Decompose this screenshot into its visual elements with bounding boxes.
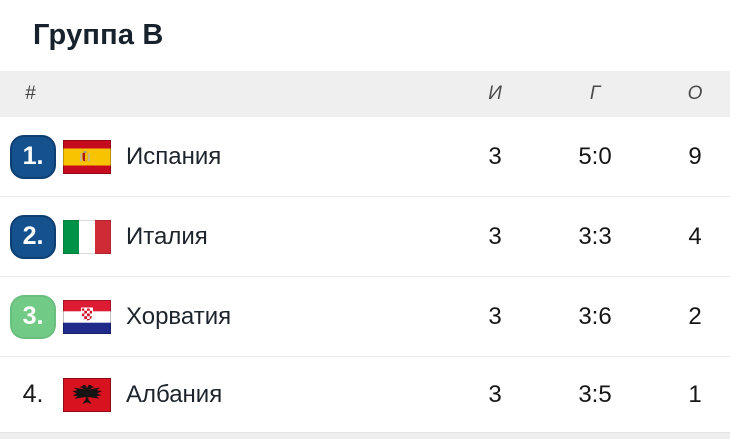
italy-flag-icon	[63, 219, 111, 254]
rank-cell: 1.	[10, 134, 56, 179]
played-cell: 3	[488, 222, 502, 250]
rank-cell: 2.	[10, 214, 56, 259]
points-cell: 4	[688, 222, 702, 250]
table-row[interactable]: 4. Албания 3 3:5 1	[0, 357, 730, 432]
goals-cell: 3:6	[578, 302, 612, 330]
rank-badge: 1.	[10, 134, 56, 179]
column-rank: #	[25, 83, 36, 104]
table-row[interactable]: 2. Италия 3 3:3 4	[0, 197, 730, 277]
column-played: И	[488, 83, 502, 104]
points-cell: 1	[688, 380, 702, 408]
column-points: О	[687, 83, 703, 104]
standings-table: # И Г О 1. Испания 3 5:0 9	[0, 71, 730, 432]
column-goals: Г	[589, 83, 601, 104]
played-cell: 3	[488, 142, 502, 170]
played-cell: 3	[488, 380, 502, 408]
next-section-divider	[0, 432, 730, 439]
rank-number: 4.	[22, 380, 44, 408]
played-cell: 3	[488, 302, 502, 330]
albania-flag-icon	[63, 377, 111, 412]
table-header-row: # И Г О	[0, 71, 730, 117]
points-cell: 2	[688, 302, 702, 330]
goals-cell: 5:0	[578, 142, 612, 170]
points-cell: 9	[688, 142, 702, 170]
goals-cell: 3:3	[578, 222, 612, 250]
croatia-flag-icon	[63, 299, 111, 334]
group-header: Группа B	[0, 0, 730, 71]
goals-cell: 3:5	[578, 380, 612, 408]
team-name: Италия	[126, 222, 208, 250]
team-name: Испания	[126, 142, 222, 170]
rank-cell: 3.	[10, 294, 56, 339]
rank-cell: 4.	[10, 380, 56, 409]
rank-badge: 2.	[10, 214, 56, 259]
team-name: Хорватия	[126, 302, 232, 330]
page-title: Группа B	[33, 19, 164, 51]
spain-flag-icon	[63, 139, 111, 174]
table-row[interactable]: 3. Хорватия 3	[0, 277, 730, 357]
rank-badge: 3.	[10, 294, 56, 339]
table-row[interactable]: 1. Испания 3 5:0 9	[0, 117, 730, 197]
team-name: Албания	[126, 380, 223, 408]
